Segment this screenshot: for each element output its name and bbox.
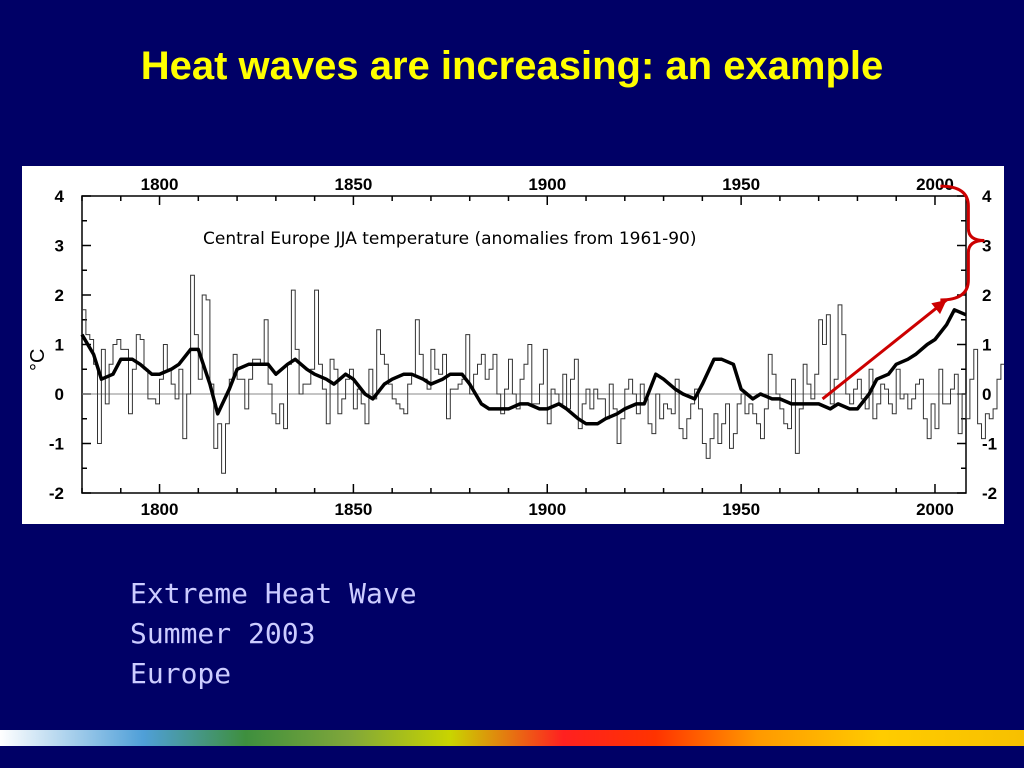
trend-arrowhead bbox=[931, 299, 947, 315]
x-tick-label-top: 1850 bbox=[334, 175, 372, 194]
x-tick-label-top: 2000 bbox=[916, 175, 954, 194]
y-tick-label-left: 1 bbox=[55, 336, 64, 355]
y-axis-label: °C bbox=[27, 349, 49, 371]
caption-line-3: Europe bbox=[130, 657, 232, 690]
slide-title: Heat waves are increasing: an example bbox=[140, 44, 884, 88]
annotations bbox=[821, 184, 985, 401]
y-tick-label-right: 4 bbox=[982, 187, 992, 206]
y-tick-label-left: 4 bbox=[55, 187, 65, 206]
y-tick-label-right: 2 bbox=[982, 286, 991, 305]
x-tick-label-top: 1950 bbox=[722, 175, 760, 194]
chart-panel: 1800 1800 1850 1850 1900 1900 1950 1950 2000 2000… bbox=[22, 166, 1004, 524]
smoothed-series-line bbox=[80, 308, 967, 426]
extreme-brace bbox=[940, 184, 985, 302]
y-tick-label-right: 0 bbox=[982, 385, 991, 404]
caption: Extreme Heat Wave Summer 2003 Europe bbox=[130, 574, 417, 694]
annual-series-line bbox=[82, 274, 1004, 474]
x-tick-label-top: 1900 bbox=[528, 175, 566, 194]
axis-tick-labels: 1800 1800 1850 1850 1900 1900 1950 1950 2000 2000… bbox=[49, 175, 997, 519]
x-tick-label-top: 1800 bbox=[141, 175, 179, 194]
x-tick-label-bottom: 1800 bbox=[141, 500, 179, 519]
y-tick-label-left: 3 bbox=[55, 237, 64, 256]
x-tick-label-bottom: 1850 bbox=[334, 500, 372, 519]
y-tick-label-left: 0 bbox=[55, 385, 64, 404]
y-tick-label-right: 1 bbox=[982, 336, 991, 355]
y-tick-label-right: 3 bbox=[982, 237, 991, 256]
x-tick-label-bottom: 1900 bbox=[528, 500, 566, 519]
caption-line-1: Extreme Heat Wave bbox=[130, 577, 417, 610]
y-tick-label-right: -2 bbox=[982, 484, 997, 503]
trend-arrow-line bbox=[821, 298, 948, 401]
y-tick-label-left: -1 bbox=[49, 435, 64, 454]
decorative-color-strip bbox=[0, 730, 1024, 746]
y-tick-label-left: -2 bbox=[49, 484, 64, 503]
y-tick-label-left: 2 bbox=[55, 286, 64, 305]
temperature-chart: 1800 1800 1850 1850 1900 1900 1950 1950 2000 2000… bbox=[27, 175, 1004, 519]
x-tick-label-bottom: 2000 bbox=[916, 500, 954, 519]
caption-line-2: Summer 2003 bbox=[130, 617, 316, 650]
chart-title: Central Europe JJA temperature (anomalie… bbox=[203, 229, 697, 249]
x-tick-label-bottom: 1950 bbox=[722, 500, 760, 519]
y-tick-label-right: -1 bbox=[982, 435, 997, 454]
